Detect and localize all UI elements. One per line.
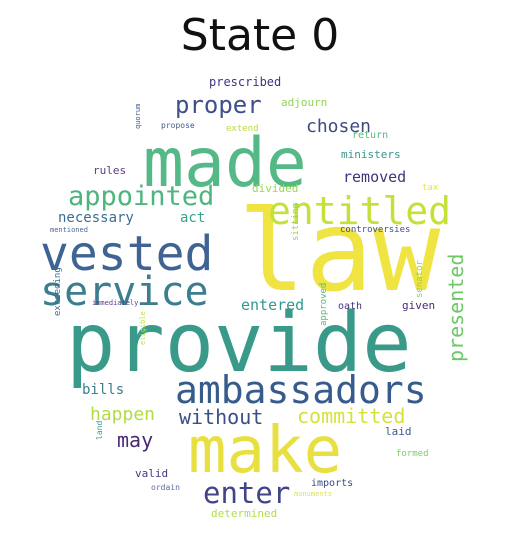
word-controversies: controversies xyxy=(340,225,410,235)
chart-title: State 0 xyxy=(180,10,340,61)
word-mentioned: mentioned xyxy=(50,226,88,234)
word-imports: imports xyxy=(311,478,353,489)
word-made: made xyxy=(143,124,307,203)
word-proper: proper xyxy=(175,91,262,119)
word-prescribed: prescribed xyxy=(209,75,281,89)
word-oath: oath xyxy=(338,301,362,312)
word-provide: provide xyxy=(66,296,412,391)
word-ordain: ordain xyxy=(151,483,180,492)
word-presented: presented xyxy=(444,254,468,362)
word-return: return xyxy=(352,130,388,141)
word-may: may xyxy=(117,428,153,452)
word-without: without xyxy=(179,405,263,429)
word-happen: happen xyxy=(90,404,155,425)
word-sitting: sitting xyxy=(291,203,301,241)
word-appointed: appointed xyxy=(68,181,214,212)
word-extend: extend xyxy=(226,124,259,134)
word-approved: approved xyxy=(319,283,329,326)
word-exceeding: exceeding xyxy=(53,267,63,316)
word-quorum: quorum xyxy=(134,104,142,129)
word-necessary: necessary xyxy=(58,210,134,226)
word-committed: committed xyxy=(297,404,405,428)
word-removed: removed xyxy=(343,168,406,186)
word-law: law xyxy=(238,187,441,317)
word-bills: bills xyxy=(82,382,124,398)
word-enter: enter xyxy=(203,476,290,510)
word-valid: valid xyxy=(135,467,168,480)
word-make: make xyxy=(188,414,342,488)
word-entitled: entitled xyxy=(268,189,451,233)
word-land: land xyxy=(95,421,104,440)
word-given: given xyxy=(402,299,435,312)
word-ambassadors: ambassadors xyxy=(175,368,427,412)
word-ministers: ministers xyxy=(341,148,401,161)
word-divided: divided xyxy=(252,182,298,195)
word-senator: senator xyxy=(415,259,425,298)
word-rules: rules xyxy=(93,164,126,177)
word-formed: formed xyxy=(396,449,429,459)
word-laid: laid xyxy=(385,425,412,438)
word-adjourn: adjourn xyxy=(281,96,327,109)
word-monuments: monuments xyxy=(294,490,332,498)
word-determined: determined xyxy=(211,507,277,520)
word-propose: propose xyxy=(161,121,195,130)
word-service: service xyxy=(40,269,209,315)
word-entered: entered xyxy=(241,296,304,314)
word-immediately: immediately xyxy=(92,299,138,307)
word-act: act xyxy=(180,210,205,226)
word-chosen: chosen xyxy=(306,116,371,137)
word-vested: vested xyxy=(40,226,213,282)
word-eligible: eligible xyxy=(139,311,147,345)
word-tax: tax xyxy=(422,183,439,193)
